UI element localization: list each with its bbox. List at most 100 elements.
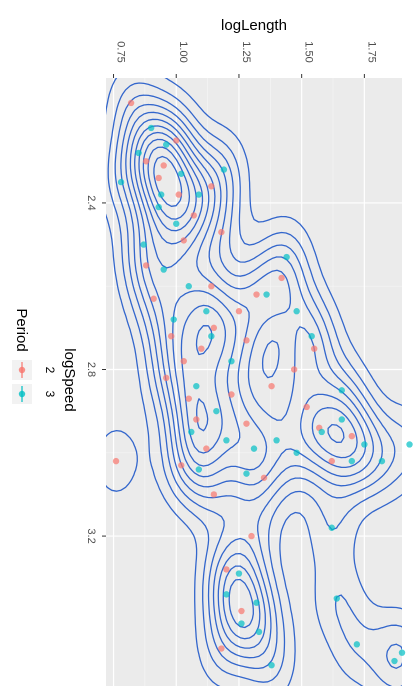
x-tick-label: 1.00	[177, 41, 189, 62]
y-tick-label: 2.4	[85, 195, 97, 210]
density-contour	[114, 94, 402, 670]
x-tick-label: 1.50	[303, 41, 315, 62]
point-period-2	[178, 462, 185, 469]
point-period-3	[208, 332, 215, 340]
point-period-2	[208, 283, 215, 290]
point-period-3	[328, 524, 335, 531]
point-period-3	[253, 599, 260, 606]
point-period-2	[173, 137, 180, 144]
density-contour	[129, 118, 367, 640]
x-tick-label: 0.75	[115, 41, 127, 62]
point-period-3	[223, 437, 230, 444]
point-period-2	[243, 420, 250, 427]
point-period-2	[112, 457, 120, 465]
legend-key-point	[18, 366, 26, 374]
point-period-2	[180, 357, 187, 365]
point-period-2	[218, 645, 225, 652]
point-period-2	[348, 432, 356, 440]
point-period-3	[250, 445, 258, 452]
point-period-3	[353, 641, 361, 648]
data-points	[112, 99, 413, 669]
density-contour	[142, 138, 213, 432]
point-period-3	[255, 628, 263, 636]
point-period-2	[198, 345, 205, 352]
point-period-2	[238, 607, 245, 615]
point-period-3	[293, 449, 300, 456]
point-period-2	[150, 295, 157, 302]
legend-entry-label: 2	[43, 367, 57, 374]
density-contours	[106, 78, 402, 686]
point-period-2	[218, 228, 225, 236]
point-period-3	[173, 220, 180, 227]
point-period-3	[318, 428, 325, 436]
point-period-2	[163, 374, 170, 382]
legend: Period 2 3	[12, 308, 57, 404]
point-period-3	[160, 266, 167, 273]
point-period-2	[290, 366, 298, 373]
density-contour	[106, 78, 402, 686]
point-period-2	[185, 395, 192, 402]
point-period-2	[303, 403, 310, 411]
point-period-3	[361, 441, 368, 448]
density-contour	[120, 103, 383, 659]
point-period-2	[190, 212, 197, 219]
point-period-3	[348, 457, 356, 465]
point-period-2	[328, 457, 335, 465]
x-tick-label: 1.25	[240, 41, 252, 62]
point-period-2	[268, 382, 275, 390]
point-period-3	[155, 203, 162, 211]
legend-entry-label: 3	[43, 391, 57, 398]
point-period-2	[168, 332, 175, 340]
point-period-2	[278, 274, 285, 282]
point-period-3	[391, 657, 398, 665]
x-tick-label: 1.75	[365, 41, 377, 62]
point-period-3	[203, 308, 210, 315]
point-period-3	[178, 170, 185, 177]
point-period-3	[185, 283, 192, 290]
density-contour	[138, 131, 345, 454]
point-period-3	[220, 166, 228, 173]
point-period-3	[378, 457, 386, 465]
point-period-2	[175, 191, 182, 198]
point-period-3	[140, 241, 147, 248]
point-period-2	[210, 324, 218, 332]
x-axis: logLength 0.75 1.00 1.25 1.50 1.75	[113, 17, 377, 78]
y-tick-label: 3.2	[85, 528, 97, 543]
legend-key-point	[18, 390, 26, 398]
density-contour	[107, 82, 402, 686]
point-period-3	[338, 387, 345, 394]
point-period-2	[155, 174, 162, 182]
point-period-3	[273, 437, 280, 444]
point-period-3	[398, 649, 406, 656]
point-period-2	[208, 183, 215, 190]
point-period-3	[293, 308, 300, 315]
plot-panel	[106, 78, 402, 686]
point-period-2	[223, 566, 230, 573]
point-period-3	[157, 191, 165, 198]
point-period-3	[163, 141, 170, 148]
panel-background	[106, 78, 402, 686]
point-period-3	[228, 357, 235, 365]
point-period-3	[338, 416, 345, 423]
point-period-3	[308, 332, 315, 340]
point-period-2	[311, 345, 318, 352]
point-period-3	[406, 441, 413, 448]
point-period-2	[203, 445, 210, 452]
point-period-2	[142, 158, 150, 165]
y-axis-title: logSpeed	[61, 348, 78, 411]
point-period-2	[228, 391, 235, 398]
point-period-3	[223, 591, 230, 598]
y-axis: logSpeed 2.4 2.8 3.2	[61, 195, 106, 544]
point-period-2	[260, 474, 268, 481]
point-period-3	[188, 428, 195, 436]
point-period-3	[243, 470, 250, 477]
x-axis-title: logLength	[221, 17, 287, 34]
point-period-3	[135, 149, 142, 157]
point-period-3	[333, 595, 340, 602]
point-period-2	[180, 237, 187, 244]
point-period-2	[235, 308, 243, 315]
point-period-2	[243, 337, 250, 344]
point-period-3	[235, 570, 243, 577]
y-tick-label: 2.8	[85, 362, 97, 377]
